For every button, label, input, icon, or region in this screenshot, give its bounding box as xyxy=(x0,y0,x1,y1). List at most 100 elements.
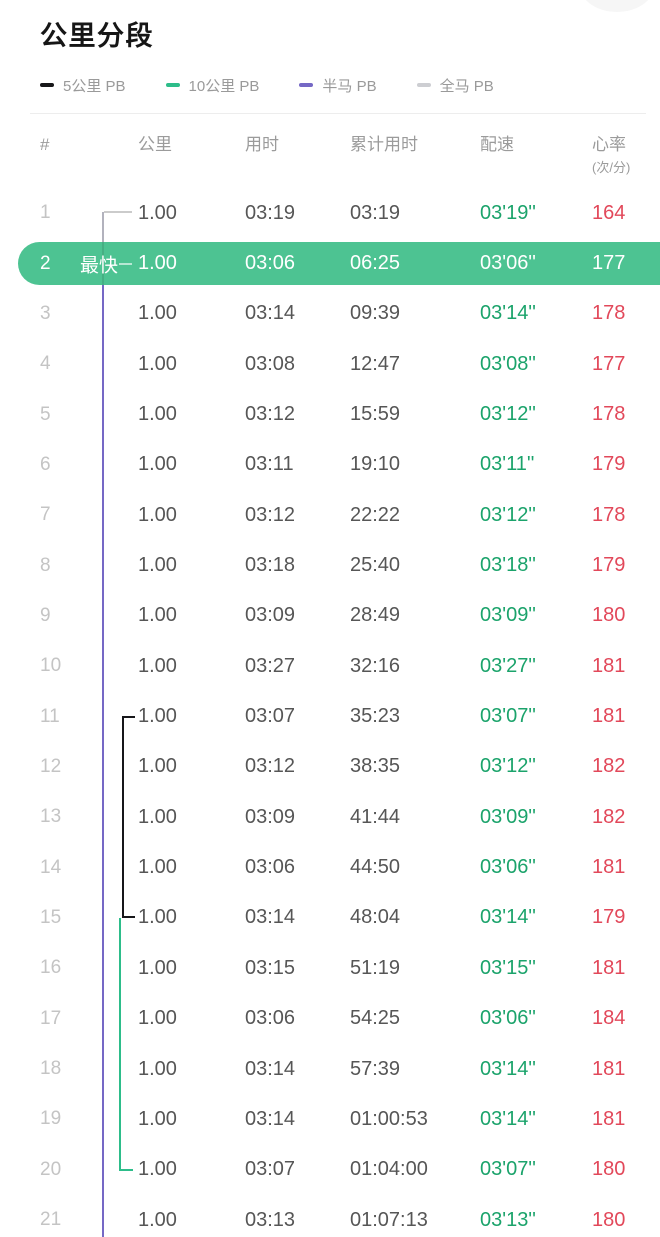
cell-cumulative-time: 51:19 xyxy=(350,956,401,979)
section-divider xyxy=(30,113,646,114)
legend-label: 5公里 PB xyxy=(63,77,126,95)
cell-km: 1.00 xyxy=(138,1208,177,1231)
cell-cumulative-time: 38:35 xyxy=(350,755,401,778)
header-cumulative-time: 累计用时 xyxy=(350,135,418,154)
table-row: 17 1.00 03:06 54:25 03'06'' 184 xyxy=(0,994,660,1044)
cell-time: 03:12 xyxy=(245,755,296,778)
cell-time: 03:06 xyxy=(245,252,296,275)
table-row: 3 1.00 03:14 09:39 03'14'' 178 xyxy=(0,289,660,339)
page-title: 公里分段 xyxy=(40,21,154,51)
cell-cumulative-time: 03:19 xyxy=(350,201,401,224)
cell-pace: 03'27'' xyxy=(480,654,536,677)
table-row: 19 1.00 03:14 01:00:53 03'14'' 181 xyxy=(0,1094,660,1144)
cell-index: 4 xyxy=(40,353,51,375)
cell-heart-rate: 164 xyxy=(592,201,626,224)
legend-label: 半马 PB xyxy=(322,77,377,95)
cell-index: 10 xyxy=(40,655,62,677)
cell-index: 17 xyxy=(40,1007,62,1029)
cell-index: 18 xyxy=(40,1058,62,1080)
5k-pb-dash-icon xyxy=(40,83,54,87)
cell-cumulative-time: 12:47 xyxy=(350,352,401,375)
scrolled-button-fragment xyxy=(578,0,656,12)
cell-time: 03:15 xyxy=(245,956,296,979)
table-row: 5 1.00 03:12 15:59 03'12'' 178 xyxy=(0,389,660,439)
cell-pace: 03'14'' xyxy=(480,906,536,929)
cell-time: 03:13 xyxy=(245,1208,296,1231)
cell-cumulative-time: 44:50 xyxy=(350,856,401,879)
cell-cumulative-time: 32:16 xyxy=(350,654,401,677)
header-km: 公里 xyxy=(138,135,172,154)
cell-pace: 03'12'' xyxy=(480,755,536,778)
cell-index: 2 xyxy=(40,252,51,274)
header-time: 用时 xyxy=(245,135,279,154)
cell-index: 21 xyxy=(40,1209,62,1231)
cell-pace: 03'08'' xyxy=(480,352,536,375)
cell-km: 1.00 xyxy=(138,554,177,577)
cell-index: 19 xyxy=(40,1108,62,1130)
splits-table: 1 1.00 03:19 03:19 03'19'' 164 最快 2 1.00 03:06 06:… xyxy=(0,188,660,1237)
cell-time: 03:14 xyxy=(245,1057,296,1080)
cell-pace: 03'12'' xyxy=(480,403,536,426)
cell-time: 03:12 xyxy=(245,403,296,426)
legend-item-half-marathon: 半马 PB xyxy=(299,75,377,96)
cell-pace: 03'06'' xyxy=(480,856,536,879)
cell-cumulative-time: 22:22 xyxy=(350,503,401,526)
cell-pace: 03'11'' xyxy=(480,453,535,476)
cell-heart-rate: 179 xyxy=(592,906,626,929)
legend-item-5k: 5公里 PB xyxy=(40,75,126,96)
10k-pb-dash-icon xyxy=(165,83,180,87)
table-row: 21 1.00 03:13 01:07:13 03'13'' 180 xyxy=(0,1195,660,1237)
cell-time: 03:06 xyxy=(245,1007,296,1030)
cell-index: 5 xyxy=(40,403,51,425)
cell-heart-rate: 177 xyxy=(592,352,626,375)
cell-pace: 03'14'' xyxy=(480,302,536,325)
table-row: 14 1.00 03:06 44:50 03'06'' 181 xyxy=(0,842,660,892)
cell-index: 7 xyxy=(40,504,51,526)
cell-pace: 03'18'' xyxy=(480,554,536,577)
cell-heart-rate: 180 xyxy=(592,1208,626,1231)
cell-km: 1.00 xyxy=(138,654,177,677)
cell-time: 03:06 xyxy=(245,856,296,879)
cell-heart-rate: 184 xyxy=(592,1007,626,1030)
cell-km: 1.00 xyxy=(138,403,177,426)
table-row: 13 1.00 03:09 41:44 03'09'' 182 xyxy=(0,792,660,842)
cell-heart-rate: 181 xyxy=(592,856,626,879)
cell-time: 03:14 xyxy=(245,302,296,325)
cell-index: 12 xyxy=(40,755,62,777)
table-row: 1 1.00 03:19 03:19 03'19'' 164 xyxy=(0,188,660,238)
cell-km: 1.00 xyxy=(138,755,177,778)
cell-time: 03:14 xyxy=(245,906,296,929)
cell-km: 1.00 xyxy=(138,906,177,929)
cell-km: 1.00 xyxy=(138,604,177,627)
cell-cumulative-time: 28:49 xyxy=(350,604,401,627)
cell-km: 1.00 xyxy=(138,1057,177,1080)
table-row: 18 1.00 03:14 57:39 03'14'' 181 xyxy=(0,1044,660,1094)
cell-cumulative-time: 15:59 xyxy=(350,403,401,426)
cell-pace: 03'07'' xyxy=(480,705,536,728)
cell-cumulative-time: 06:25 xyxy=(350,252,401,275)
cell-heart-rate: 178 xyxy=(592,302,626,325)
cell-time: 03:08 xyxy=(245,352,296,375)
cell-index: 20 xyxy=(40,1158,62,1180)
table-row-fastest: 最快 2 1.00 03:06 06:25 03'06'' 177 xyxy=(0,238,660,288)
cell-heart-rate: 180 xyxy=(592,1158,626,1181)
full-marathon-pb-dash-icon xyxy=(416,83,431,87)
cell-index: 1 xyxy=(40,202,51,224)
cell-cumulative-time: 01:00:53 xyxy=(350,1107,428,1130)
header-heart-rate: 心率 (次/分) xyxy=(592,134,660,180)
cell-index: 14 xyxy=(40,856,62,878)
half-marathon-pb-dash-icon xyxy=(299,83,314,87)
cell-index: 16 xyxy=(40,957,62,979)
cell-km: 1.00 xyxy=(138,705,177,728)
cell-km: 1.00 xyxy=(138,1158,177,1181)
cell-time: 03:14 xyxy=(245,1107,296,1130)
cell-time: 03:11 xyxy=(245,453,294,476)
legend-label: 10公里 PB xyxy=(188,77,260,95)
cell-cumulative-time: 35:23 xyxy=(350,705,401,728)
cell-km: 1.00 xyxy=(138,805,177,828)
cell-heart-rate: 181 xyxy=(592,1107,626,1130)
cell-cumulative-time: 19:10 xyxy=(350,453,401,476)
cell-heart-rate: 179 xyxy=(592,453,626,476)
cell-cumulative-time: 09:39 xyxy=(350,302,401,325)
cell-km: 1.00 xyxy=(138,856,177,879)
